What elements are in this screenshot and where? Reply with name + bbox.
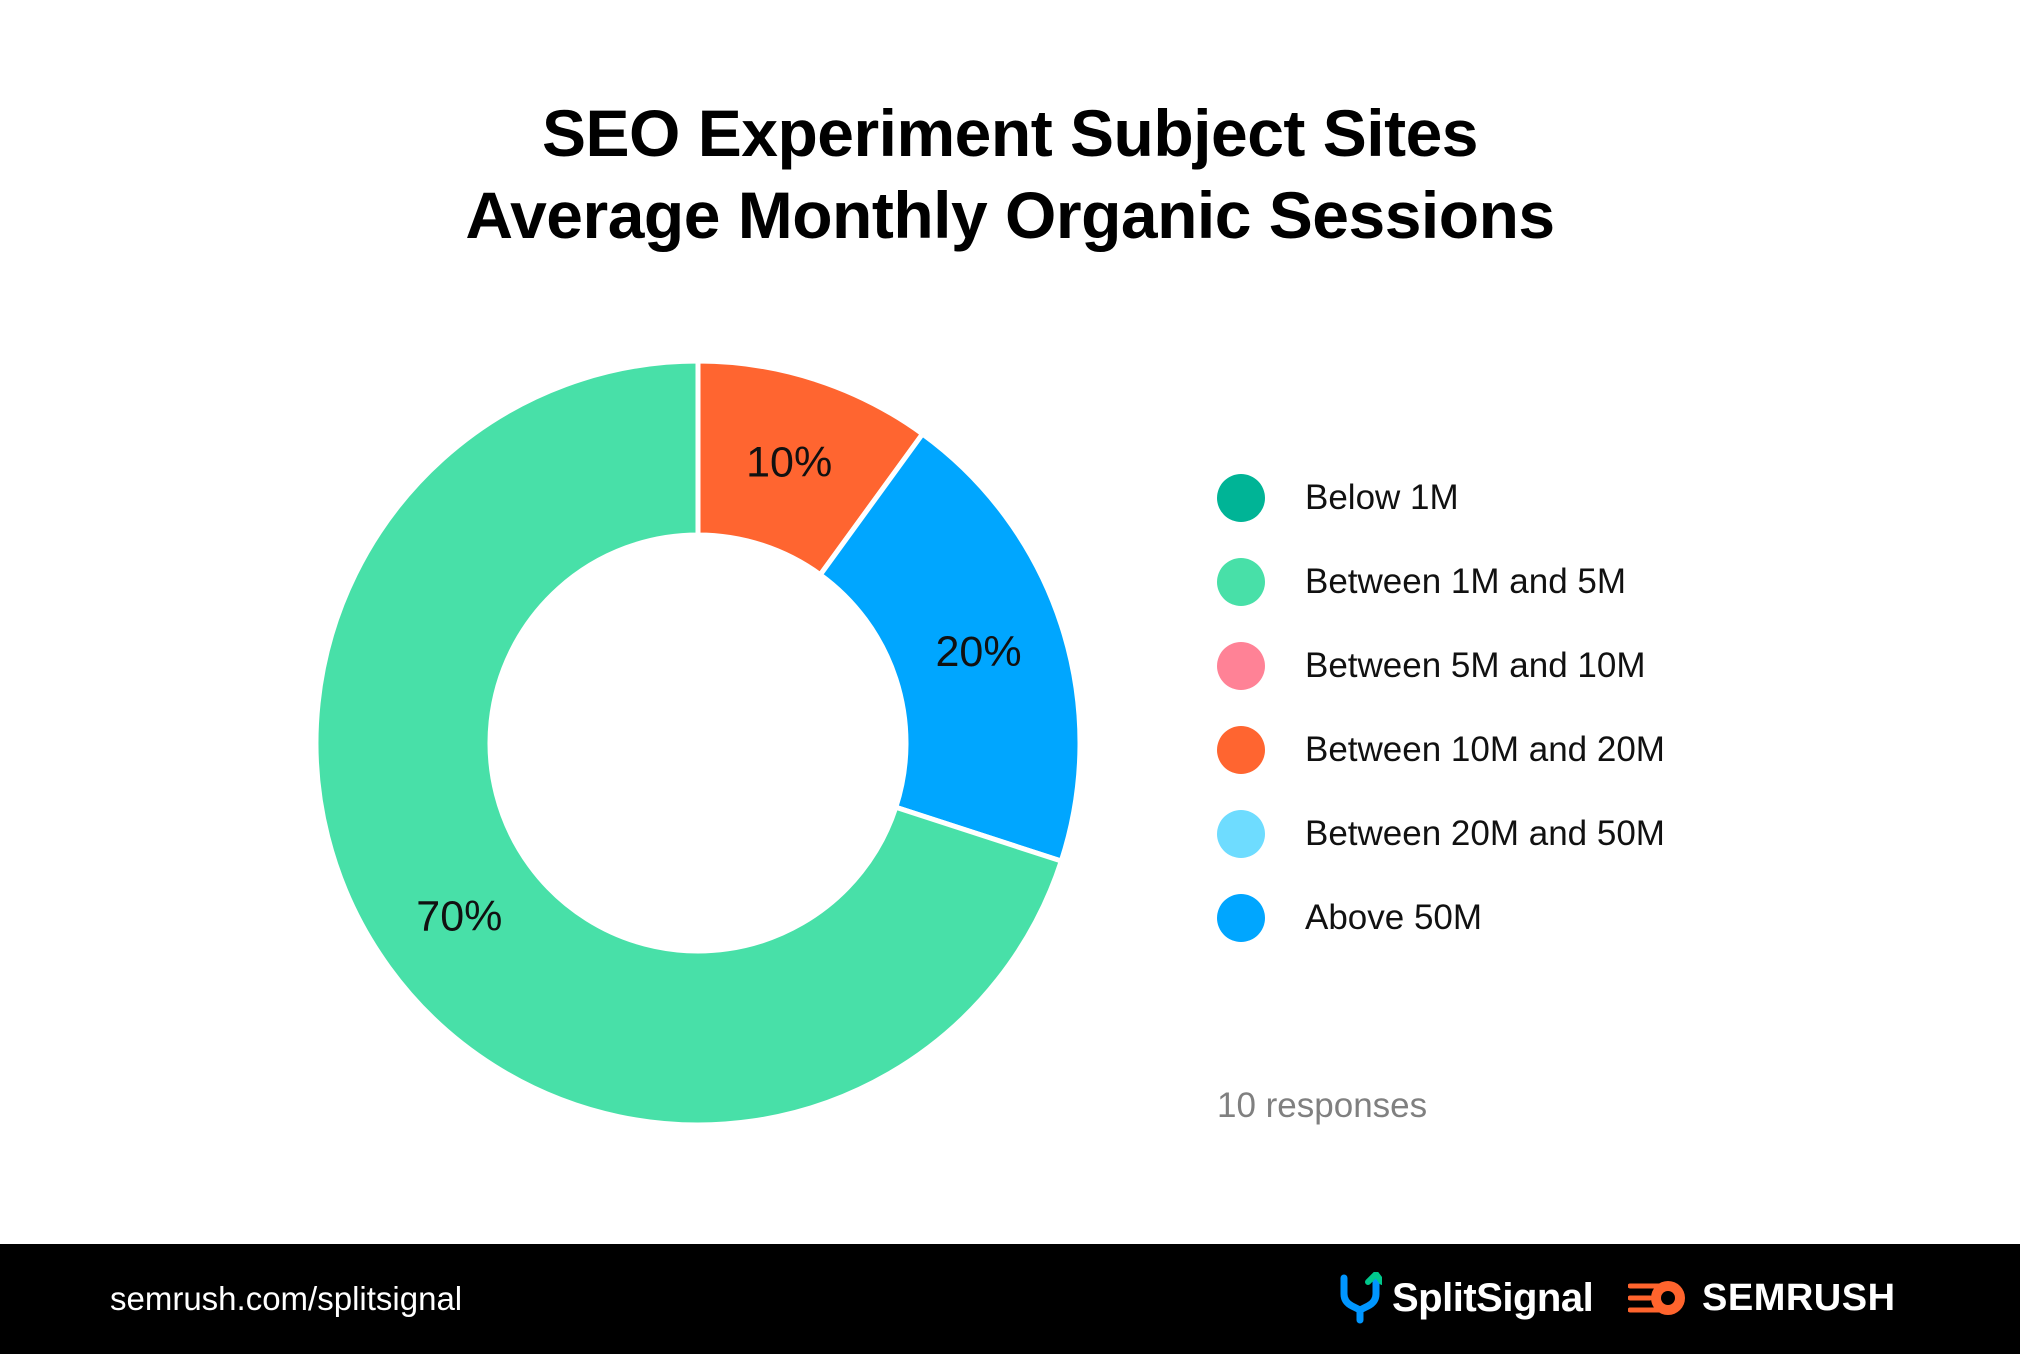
legend-swatch-10m-20m (1217, 726, 1265, 774)
splitsignal-logo[interactable]: SplitSignal (1338, 1270, 1594, 1326)
donut-slice-between-1m-and-5m (313, 358, 1065, 1128)
legend-label: Between 10M and 20M (1305, 730, 1665, 769)
legend-label: Between 1M and 5M (1305, 562, 1627, 601)
legend-label: Below 1M (1305, 478, 1459, 517)
semrush-logo-icon (1628, 1281, 1685, 1315)
semrush-wordmark: SEMRUSH (1702, 1276, 1896, 1319)
legend-label: Between 5M and 10M (1305, 646, 1646, 685)
chart-title-line-2: Average Monthly Organic Sessions (465, 178, 1555, 252)
legend-swatch-1m-5m (1217, 558, 1265, 606)
footer-url-link[interactable]: semrush.com/splitsignal (110, 1280, 463, 1317)
footer: semrush.com/splitsignal SplitSignal SEMR… (0, 1244, 2020, 1354)
legend-item: Between 5M and 10M (1217, 624, 1777, 708)
legend-swatch-5m-10m (1217, 642, 1265, 690)
legend-swatch-below-1m (1217, 474, 1265, 522)
chart-title-line-1: SEO Experiment Subject Sites (542, 96, 1478, 170)
legend-item: Below 1M (1217, 456, 1777, 540)
donut-slice-above-50m (816, 430, 1083, 865)
legend-label: Above 50M (1305, 898, 1483, 937)
legend-item: Between 1M and 5M (1217, 540, 1777, 624)
chart-title: SEO Experiment Subject Sites Average Mon… (0, 92, 2020, 256)
slice-data-label: 70% (416, 892, 502, 940)
responses-count: 10 responses (1217, 1086, 1428, 1125)
splitsignal-logo-icon (1340, 1272, 1382, 1324)
slice-data-label: 20% (936, 628, 1022, 676)
semrush-logo[interactable]: SEMRUSH (1628, 1270, 1896, 1326)
splitsignal-wordmark: SplitSignal (1392, 1275, 1594, 1320)
legend: Below 1M Between 1M and 5M Between 5M an… (1217, 456, 1777, 960)
legend-swatch-20m-50m (1217, 810, 1265, 858)
legend-swatch-above-50m (1217, 894, 1265, 942)
legend-item: Between 10M and 20M (1217, 708, 1777, 792)
legend-item: Above 50M (1217, 876, 1777, 960)
slice-data-label: 10% (746, 438, 832, 486)
legend-label: Between 20M and 50M (1305, 814, 1665, 853)
legend-item: Between 20M and 50M (1217, 792, 1777, 876)
